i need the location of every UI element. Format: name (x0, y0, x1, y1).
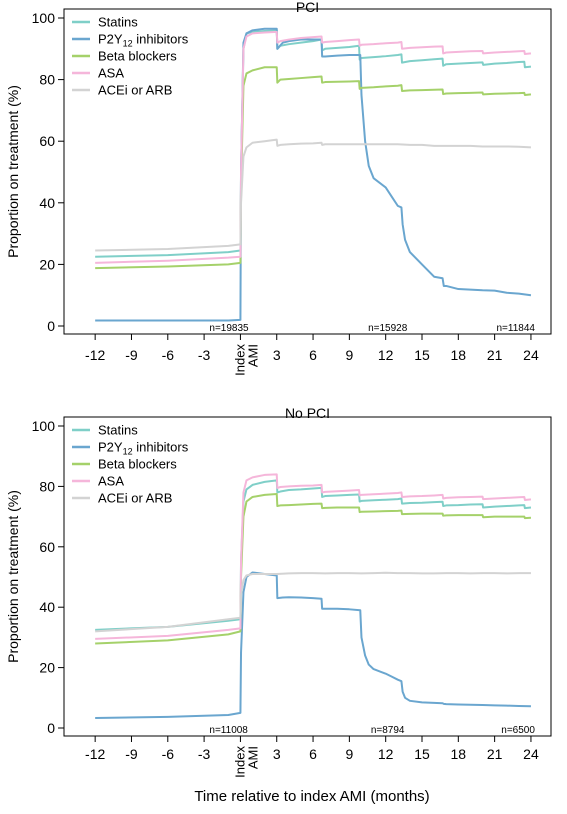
chart-title: No PCI (285, 405, 330, 421)
series-line-beta-blockers (95, 492, 531, 645)
x-tick-label: 21 (487, 746, 503, 762)
series-line-acei-or-arb (95, 138, 532, 252)
y-tick-label: 40 (39, 599, 55, 615)
y-tick-label: 100 (32, 418, 56, 434)
y-tick-label: 100 (32, 10, 56, 26)
legend-label: Statins (98, 423, 138, 438)
x-axis: -12 -9 -6 -3 IndexAMI 3 6 9 12 15 18 21 24 (85, 736, 539, 778)
legend-label: Beta blockers (98, 457, 177, 472)
series-line-p2y12-inhibitors (95, 571, 531, 720)
legend-label: ASA (98, 474, 124, 489)
y-tick-label: 60 (39, 539, 55, 555)
plot-frame (63, 8, 552, 335)
x-axis: -12 -9 -6 -3 IndexAMI 3 6 9 12 15 18 21 24 (85, 334, 539, 376)
series-line-p2y12-inhibitors (95, 27, 532, 322)
legend-label: P2Y12 inhibitors (98, 32, 189, 49)
series-line-beta-blockers (95, 66, 532, 270)
sample-size-label: n=6500 (501, 725, 535, 736)
x-tick-label: 3 (273, 746, 281, 762)
x-tick-label: 6 (309, 347, 317, 363)
x-tick-label: 12 (378, 347, 394, 363)
x-tick-label: 15 (414, 347, 430, 363)
plot-frame (63, 416, 552, 737)
legend-label: P2Y12 inhibitors (98, 440, 189, 457)
legend-label: Statins (98, 15, 138, 30)
series-lines (95, 473, 532, 720)
x-tick-label: 9 (345, 347, 353, 363)
y-axis: 0 20 40 60 80 100 (32, 418, 64, 736)
x-tick-label: 21 (487, 347, 503, 363)
y-axis-label: Proportion on treatment (%) (5, 85, 21, 258)
series-line-asa (95, 473, 532, 640)
x-tick-label: 15 (414, 746, 430, 762)
sample-size-label: n=11844 (496, 323, 535, 334)
chart-title: PCI (296, 0, 319, 15)
x-tick-label: 24 (523, 746, 539, 762)
y-tick-label: 20 (39, 660, 55, 676)
chart-panel-1: PCI 0 20 40 60 80 100 Proportion on treatment (… (5, 0, 552, 376)
sample-size-annotations: n=11008 n=8794 n=6500 (209, 725, 535, 736)
legend-label: ASA (98, 66, 124, 81)
x-tick-label: 18 (451, 347, 467, 363)
x-tick-label: 9 (345, 746, 353, 762)
x-tick-label: -9 (125, 347, 138, 363)
sample-size-label: n=15928 (368, 323, 408, 334)
x-tick-label: 6 (309, 746, 317, 762)
sample-size-label: n=8794 (371, 725, 405, 736)
x-tick-label: -3 (198, 746, 211, 762)
legend-label: ACEi or ARB (98, 491, 172, 506)
x-tick-label: -12 (85, 347, 105, 363)
y-axis-label: Proportion on treatment (%) (5, 490, 21, 663)
x-tick-label: -3 (198, 347, 211, 363)
sample-size-label: n=19835 (209, 323, 249, 334)
y-tick-label: 60 (39, 133, 55, 149)
x-tick-label: -9 (125, 746, 138, 762)
x-axis-label: Time relative to index AMI (months) (194, 788, 429, 805)
series-lines (95, 27, 532, 322)
x-tick-label: 24 (523, 347, 539, 363)
x-tick-label: -6 (162, 746, 175, 762)
y-tick-label: 0 (47, 318, 55, 334)
legend-label: Beta blockers (98, 49, 177, 64)
sample-size-annotations: n=19835 n=15928 n=11844 (209, 323, 535, 334)
x-tick-label: -6 (162, 347, 175, 363)
series-line-asa (95, 30, 532, 264)
series-line-acei-or-arb (95, 571, 531, 633)
y-tick-label: 20 (39, 256, 55, 272)
x-tick-label: 12 (378, 746, 394, 762)
x-tick-label: -12 (85, 746, 105, 762)
y-tick-label: 0 (47, 720, 55, 736)
y-tick-label: 80 (39, 72, 55, 88)
x-tick-label: 3 (273, 347, 281, 363)
y-tick-label: 40 (39, 195, 55, 211)
x-tick-label: IndexAMI (232, 746, 260, 778)
chart-panel-2: No PCI 0 20 40 60 80 100 Proportion on treatmen… (5, 405, 552, 778)
y-axis: 0 20 40 60 80 100 (32, 10, 64, 334)
sample-size-label: n=11008 (209, 725, 248, 736)
x-tick-label: 18 (451, 746, 467, 762)
series-line-statins (95, 479, 532, 631)
legend-label: ACEi or ARB (98, 83, 172, 98)
y-tick-label: 80 (39, 478, 55, 494)
x-tick-label: IndexAMI (232, 344, 260, 376)
